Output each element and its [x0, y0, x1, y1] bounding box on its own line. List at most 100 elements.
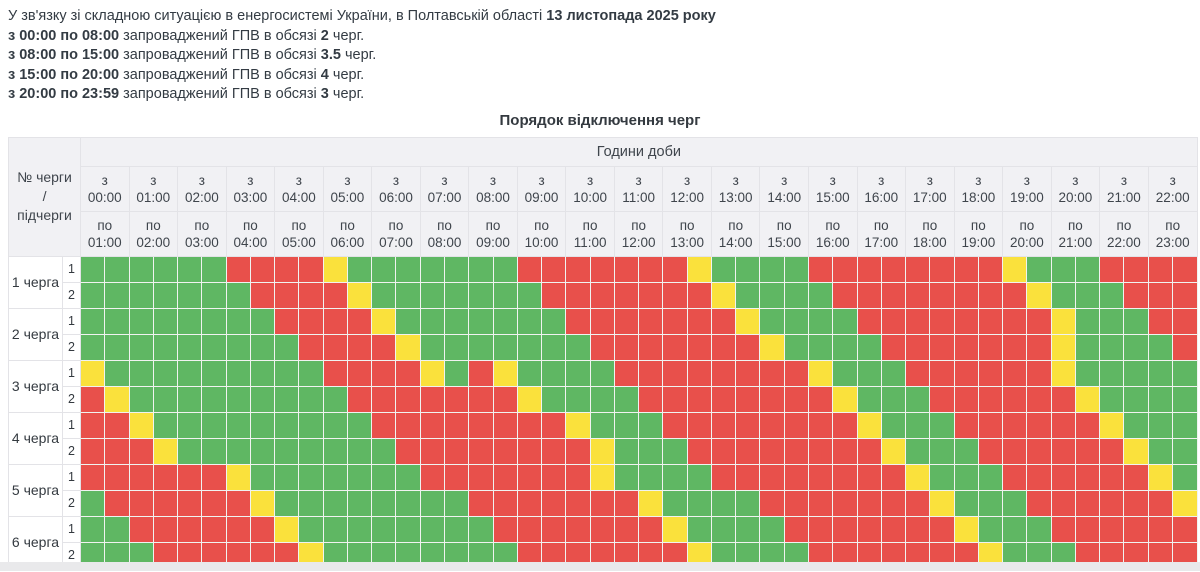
intro-bold-text: 13 листопада 2025 року	[546, 8, 716, 24]
schedule-cell	[1123, 359, 1149, 387]
time-value: 03:00	[184, 234, 219, 250]
schedule-cell	[516, 515, 543, 543]
schedule-cell	[249, 489, 276, 517]
hour-to-header: по 22:00	[1099, 210, 1149, 257]
schedule-cell	[419, 255, 446, 283]
schedule-cell	[346, 281, 373, 309]
schedule-cell	[249, 307, 276, 335]
schedule-cell	[371, 281, 397, 309]
schedule-cell	[662, 385, 688, 413]
schedule-cell	[274, 307, 300, 335]
schedule-cell	[638, 281, 664, 309]
schedule-cell	[1050, 463, 1076, 491]
schedule-cell	[1171, 385, 1198, 413]
schedule-cell	[395, 463, 421, 491]
schedule-cell	[638, 411, 664, 439]
schedule-cell	[759, 255, 785, 283]
schedule-cell	[686, 307, 712, 335]
schedule-cell	[128, 333, 154, 361]
schedule-cell	[735, 515, 761, 543]
schedule-cell	[638, 333, 664, 361]
schedule-cell	[395, 281, 421, 309]
schedule-cell	[443, 385, 470, 413]
schedule-cell	[638, 359, 664, 387]
subqueue-number: 1	[61, 463, 82, 491]
schedule-cell	[346, 359, 373, 387]
schedule-cell	[638, 463, 664, 491]
schedule-cell	[177, 515, 203, 543]
time-word: з	[684, 172, 691, 188]
schedule-cell	[249, 333, 276, 361]
schedule-cell	[371, 411, 397, 439]
subqueue-number: 1	[61, 411, 82, 439]
time-word: по	[1165, 217, 1181, 233]
schedule-cell	[662, 333, 688, 361]
schedule-cell	[710, 333, 737, 361]
hour-to-header: по 03:00	[177, 210, 227, 257]
schedule-cell	[225, 489, 251, 517]
schedule-cell	[395, 255, 421, 283]
schedule-cell	[443, 411, 470, 439]
time-value: 22:00	[1107, 234, 1141, 250]
schedule-cell	[80, 307, 106, 335]
schedule-cell	[322, 463, 348, 491]
subqueue-number: 1	[61, 307, 82, 335]
schedule-cell	[274, 385, 300, 413]
schedule-cell	[1074, 359, 1101, 387]
schedule-cell	[371, 307, 397, 335]
time-word: з	[878, 172, 885, 188]
schedule-cell	[1171, 281, 1198, 309]
intro-normal-text: черг.	[328, 86, 365, 102]
schedule-cell	[1026, 515, 1052, 543]
schedule-cell	[807, 281, 834, 309]
schedule-cell	[419, 437, 446, 465]
time-word: з	[975, 172, 982, 188]
intro-bold-text: з 08:00 по 15:00	[8, 47, 120, 63]
time-word: з	[1072, 172, 1079, 188]
schedule-cell	[832, 307, 858, 335]
intro-line: з 15:00 по 20:00 запроваджений ГПВ в обс…	[8, 66, 1192, 86]
schedule-cell	[856, 281, 882, 309]
schedule-cell	[1026, 333, 1052, 361]
time-value: 13:00	[718, 189, 753, 205]
schedule-cell	[856, 307, 882, 335]
schedule-cell	[856, 437, 882, 465]
schedule-row: 2	[9, 385, 1198, 413]
schedule-cell	[783, 281, 809, 309]
schedule-cell	[371, 359, 397, 387]
schedule-cell	[298, 281, 324, 309]
time-value: 08:00	[427, 234, 462, 250]
schedule-cell	[565, 359, 591, 387]
schedule-cell	[977, 359, 1004, 387]
hour-from-header: з 18:00	[953, 165, 1004, 212]
schedule-cell	[104, 359, 130, 387]
schedule-cell	[735, 281, 761, 309]
schedule-cell	[807, 307, 834, 335]
schedule-row: 3 черга 1	[8, 359, 1198, 413]
time-word: по	[922, 217, 938, 233]
hour-to-header: по 08:00	[419, 210, 470, 257]
header-row-times: з 00:00 з 01:00 з 02:00 з 03:00 з 04:00 з 05:00 з 06:…	[9, 165, 1198, 212]
schedule-cell	[613, 307, 640, 335]
time-word: по	[485, 217, 501, 233]
time-value: 01:00	[87, 234, 122, 250]
time-value: 20:00	[1009, 234, 1044, 250]
schedule-cell	[468, 281, 494, 309]
schedule-cell	[225, 385, 251, 413]
hour-to-header: по 04:00	[225, 210, 276, 257]
intro-normal-text: черг.	[328, 27, 365, 44]
header-row-times: по 01:00 по 02:00 по 03:00 по 04:00 по 05:00 по 06:…	[9, 210, 1198, 257]
schedule-cell	[541, 281, 567, 309]
schedule-cell	[1002, 411, 1028, 439]
schedule-cell	[1171, 255, 1198, 283]
schedule-cell	[128, 515, 154, 543]
intro-bold-text: з 00:00 по 08:00	[8, 27, 120, 44]
schedule-cell	[589, 333, 615, 361]
hour-to-header: по 06:00	[322, 210, 373, 257]
time-value: 11:00	[622, 189, 656, 205]
schedule-cell	[249, 411, 276, 439]
time-value: 13:00	[670, 234, 705, 250]
schedule-cell	[977, 463, 1004, 491]
schedule-cell	[225, 437, 251, 465]
schedule-cell	[201, 255, 227, 283]
